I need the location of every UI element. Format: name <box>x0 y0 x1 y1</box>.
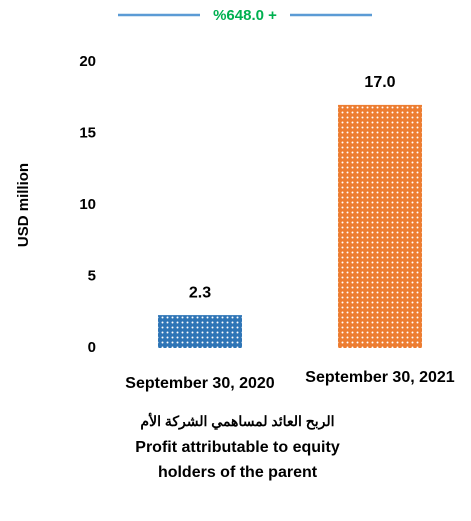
bar <box>338 104 422 349</box>
data-label: 2.3 <box>189 284 211 301</box>
bar <box>158 315 242 348</box>
y-tick-label: 20 <box>79 53 96 70</box>
chart-title: Profit attributable to equity holders of… <box>135 439 340 481</box>
x-tick-label: September 30, 2021 <box>305 369 455 386</box>
y-tick-label: 0 <box>88 339 96 356</box>
chart-title-ar: الربح العائد لمساهمي الشركة الأم <box>140 413 335 429</box>
annotation: %648.0 + <box>213 7 277 24</box>
y-tick-label: 10 <box>79 196 96 213</box>
data-label: 17.0 <box>364 74 395 91</box>
y-axis-label: USD million <box>15 163 32 247</box>
y-tick-label: 15 <box>79 124 96 141</box>
x-tick-label: September 30, 2020 <box>125 375 275 392</box>
y-tick-label: 5 <box>88 267 96 284</box>
